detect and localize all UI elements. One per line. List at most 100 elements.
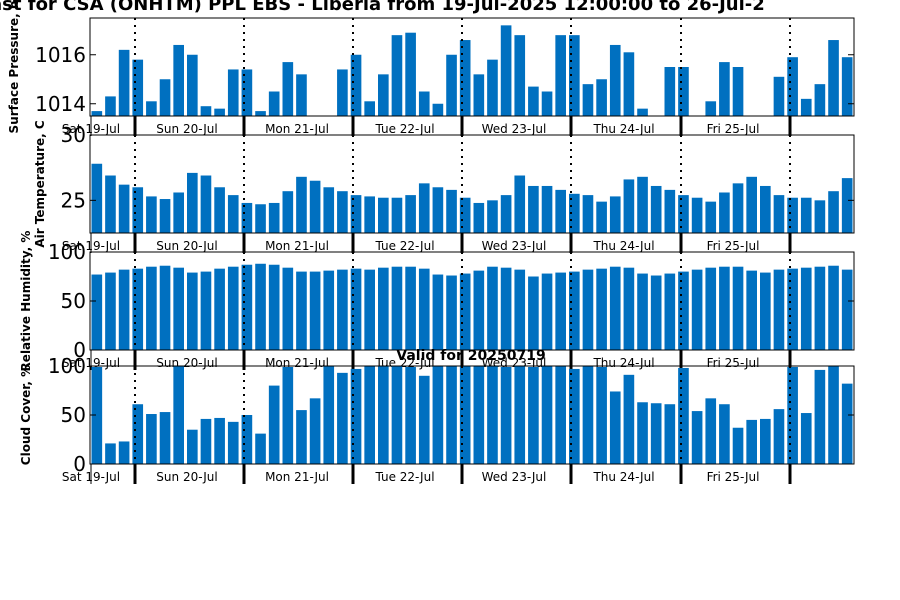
bar (214, 268, 225, 350)
bar (541, 91, 553, 116)
bar (350, 268, 362, 350)
ytick-label: 0 (73, 452, 86, 476)
bar (323, 270, 335, 350)
bar (200, 418, 212, 464)
day-label: Mon 21-Jul (265, 239, 329, 253)
day-label: Wed 23-Jul (482, 239, 547, 253)
valid-for-label: Valid for 20250719 (396, 348, 545, 364)
bar (187, 429, 198, 464)
bar (187, 54, 198, 116)
bar (391, 366, 403, 464)
day-label: Sun 20-Jul (156, 239, 217, 253)
bar (528, 185, 539, 233)
bar (487, 200, 498, 233)
bar (841, 383, 853, 464)
day-label: Mon 21-Jul (265, 356, 329, 370)
bar (637, 176, 648, 233)
bar (446, 366, 457, 464)
day-label: Sat 19-Jul (62, 122, 120, 136)
bar (732, 427, 744, 464)
bar (378, 197, 389, 233)
bar (118, 49, 130, 116)
bar (132, 59, 144, 116)
bar (664, 67, 676, 116)
bar (296, 410, 307, 464)
bar (241, 69, 253, 116)
bar (541, 273, 553, 350)
bar (132, 187, 144, 233)
bar (569, 368, 580, 464)
bar (255, 204, 266, 233)
bar (691, 411, 703, 464)
bar (173, 366, 184, 464)
bar (719, 404, 730, 464)
bar (391, 197, 403, 233)
bar (378, 74, 389, 116)
bar (609, 196, 621, 233)
bar (555, 35, 566, 116)
bar (337, 191, 348, 233)
ytick-label: 100 (48, 240, 86, 264)
bar (760, 418, 771, 464)
bar (350, 195, 362, 233)
bar (719, 192, 730, 233)
bar (173, 44, 184, 117)
bar (405, 32, 416, 117)
day-label: Sun 20-Jul (156, 356, 217, 370)
bar (282, 366, 294, 464)
ytick-label: 0 (73, 338, 86, 362)
bar (691, 197, 703, 233)
bar (705, 398, 717, 464)
bar (746, 419, 757, 464)
bar (664, 189, 676, 233)
bar (173, 192, 184, 233)
bar (528, 366, 539, 464)
bar (459, 197, 471, 233)
bar (814, 84, 826, 116)
bar (405, 266, 416, 350)
bar (841, 178, 853, 233)
bar (678, 67, 689, 116)
ytick-label: 50 (61, 403, 86, 427)
bar (800, 98, 812, 116)
bar (582, 366, 594, 464)
bar (514, 175, 526, 233)
bar (309, 180, 321, 233)
axes-frame (89, 17, 855, 117)
bar (664, 404, 676, 464)
bar (350, 368, 362, 464)
bar (678, 195, 689, 233)
day-label: Wed 23-Jul (482, 122, 547, 136)
bar (159, 79, 171, 116)
bar (200, 175, 212, 233)
bar (446, 275, 457, 350)
day-label: Mon 21-Jul (265, 122, 329, 136)
bar (541, 366, 553, 464)
bar (487, 366, 498, 464)
bar (582, 84, 594, 116)
bar (459, 273, 471, 350)
day-label: Sat 19-Jul (62, 470, 120, 484)
bar (787, 197, 798, 233)
bar (828, 40, 839, 116)
bar (159, 265, 171, 350)
bar (282, 62, 294, 116)
bar (814, 266, 826, 350)
bar (637, 108, 648, 116)
bar (609, 391, 621, 464)
panel-3: 0 50 100 Relative Humidity, % Sat 19-Jul Sun … (19, 231, 855, 371)
bar (105, 175, 116, 233)
bar (105, 96, 116, 116)
bar (514, 269, 526, 350)
bar (378, 366, 389, 464)
bar (555, 272, 566, 350)
bar (323, 187, 335, 233)
bar (828, 366, 839, 464)
bar (596, 366, 607, 464)
bar (555, 366, 566, 464)
bar (132, 268, 144, 350)
bar (582, 269, 594, 350)
bar (405, 366, 416, 464)
bar (146, 414, 157, 464)
chart-panels: 1014 1016 Surface Pressure, h Sat 19-Jul Sun… (7, 1, 855, 484)
